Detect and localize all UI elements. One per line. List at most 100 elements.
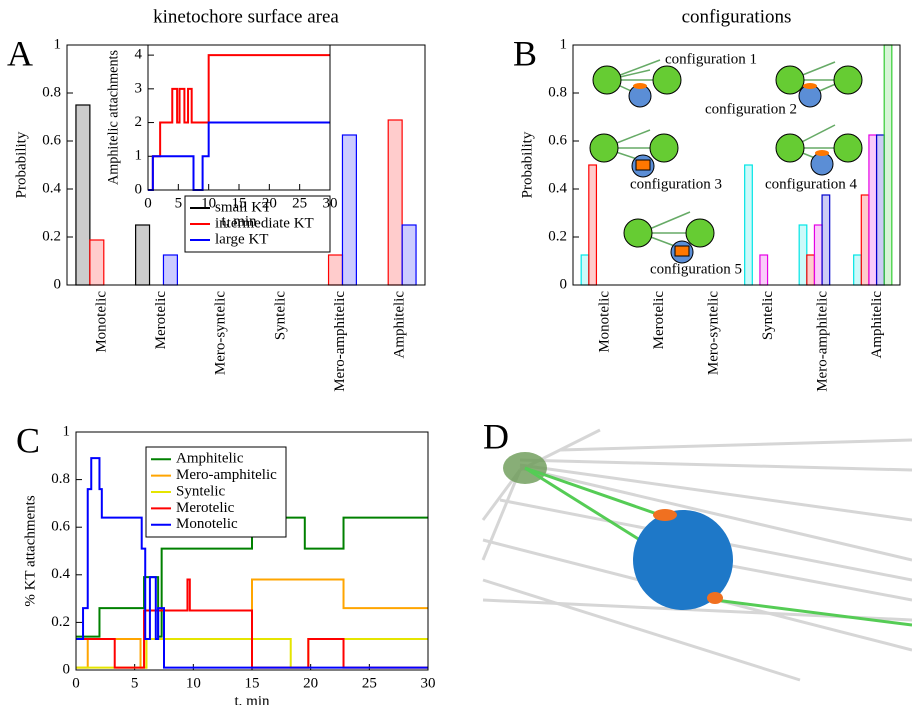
legend-label: intermediate KT xyxy=(215,215,314,231)
x-tick-label: Merotelic xyxy=(153,291,169,350)
y-tick-label: 2 xyxy=(135,114,143,130)
panel-label: C xyxy=(16,420,40,460)
step-line xyxy=(76,516,428,638)
x-tick-label: 30 xyxy=(323,195,338,211)
bar xyxy=(75,104,91,286)
x-tick-label: Syntelic xyxy=(760,291,776,341)
bar xyxy=(89,239,105,286)
bar xyxy=(162,254,178,286)
y-tick-label: 1 xyxy=(560,36,568,52)
bar xyxy=(883,44,893,286)
series-label: configuration 2 xyxy=(705,101,797,117)
x-tick-label: Syntelic xyxy=(272,291,288,341)
x-tick-label: 10 xyxy=(201,195,216,211)
y-tick-label: 0 xyxy=(54,276,62,292)
bar xyxy=(853,254,862,286)
bar xyxy=(821,194,831,286)
bar xyxy=(580,254,590,286)
x-tick-label: Merotelic xyxy=(651,291,667,350)
x-tick-label: Mero-amphitelic xyxy=(815,291,831,392)
y-tick-label: 3 xyxy=(135,80,143,96)
x-axis-label: t, min xyxy=(234,693,270,705)
y-tick-label: 0 xyxy=(560,276,568,292)
y-tick-label: 0 xyxy=(63,661,71,677)
step-line xyxy=(76,578,428,669)
bar xyxy=(588,164,598,286)
legend-label: Monotelic xyxy=(176,516,238,532)
x-tick-label: Monotelic xyxy=(597,291,613,353)
x-tick-label: 10 xyxy=(186,675,201,691)
x-tick-label: 0 xyxy=(144,195,152,211)
y-tick-label: 0.8 xyxy=(51,471,70,487)
bar xyxy=(868,134,878,286)
config-sketches xyxy=(589,59,863,264)
inset-background xyxy=(148,45,330,190)
y-axis-label: Amphitelic attachments xyxy=(105,50,121,185)
plot-frame xyxy=(147,44,331,191)
x-tick-label: 20 xyxy=(262,195,277,211)
y-tick-label: 0.8 xyxy=(548,84,567,100)
y-tick-label: 0.4 xyxy=(548,180,567,196)
x-tick-label: Amphitelic xyxy=(392,291,408,359)
legend-label: Mero-amphitelic xyxy=(176,467,277,483)
y-tick-label: 0.8 xyxy=(42,84,61,100)
bar xyxy=(327,254,344,286)
y-tick-label: 0.2 xyxy=(548,228,567,244)
panel-label: B xyxy=(513,33,537,73)
bar xyxy=(401,224,417,286)
legend-label: large KT xyxy=(215,231,268,247)
bar xyxy=(813,224,823,286)
legend-label: Amphitelic xyxy=(176,451,244,467)
x-tick-label: 25 xyxy=(362,675,377,691)
y-axis-label: Probability xyxy=(13,131,29,198)
y-tick-label: 1 xyxy=(135,148,143,164)
panel-label: A xyxy=(7,33,33,73)
y-axis-label: Probability xyxy=(519,131,535,198)
plot-frame xyxy=(75,431,429,671)
x-tick-label: 0 xyxy=(72,675,80,691)
series-label: configuration 4 xyxy=(765,176,858,192)
series-label: configuration 5 xyxy=(650,261,742,277)
bar xyxy=(759,254,769,286)
bar xyxy=(875,134,885,286)
x-tick-label: 15 xyxy=(232,195,247,211)
y-tick-label: 4 xyxy=(135,47,143,63)
x-axis-label: t, min xyxy=(221,213,257,229)
x-tick-label: 5 xyxy=(175,195,183,211)
legend-label: Syntelic xyxy=(176,483,226,499)
x-tick-label: 20 xyxy=(303,675,318,691)
bar xyxy=(387,119,403,286)
chart-title: kinetochore surface area xyxy=(153,6,339,27)
y-tick-label: 0.6 xyxy=(548,132,567,148)
x-tick-label: Mero-syntelic xyxy=(706,291,722,375)
y-tick-label: 1 xyxy=(54,36,62,52)
bar xyxy=(860,194,870,286)
x-tick-label: Mero-syntelic xyxy=(213,291,229,375)
x-tick-label: Mero-amphitelic xyxy=(332,291,348,392)
x-tick-label: Amphitelic xyxy=(869,291,885,359)
y-tick-label: 0 xyxy=(135,181,143,197)
step-line xyxy=(148,54,330,191)
bar xyxy=(135,224,151,286)
x-tick-label: Monotelic xyxy=(93,291,109,353)
panel-label: D xyxy=(483,416,509,456)
bar xyxy=(341,134,357,286)
x-tick-label: 5 xyxy=(131,675,139,691)
step-line xyxy=(76,457,428,669)
y-tick-label: 1 xyxy=(63,423,71,439)
y-tick-label: 0.4 xyxy=(51,566,70,582)
render-3d xyxy=(481,428,912,682)
y-tick-label: 0.6 xyxy=(42,132,61,148)
plot-frame xyxy=(572,44,901,286)
bar xyxy=(798,224,808,286)
y-tick-label: 0.2 xyxy=(51,614,70,630)
y-tick-label: 0.6 xyxy=(51,519,70,535)
chart-title: configurations xyxy=(682,6,792,27)
bar xyxy=(806,254,816,286)
y-tick-label: 0.2 xyxy=(42,228,61,244)
series-label: configuration 3 xyxy=(630,176,722,192)
y-axis-label: % KT attachments xyxy=(22,495,38,607)
bar xyxy=(744,164,753,286)
x-tick-label: 15 xyxy=(245,675,260,691)
